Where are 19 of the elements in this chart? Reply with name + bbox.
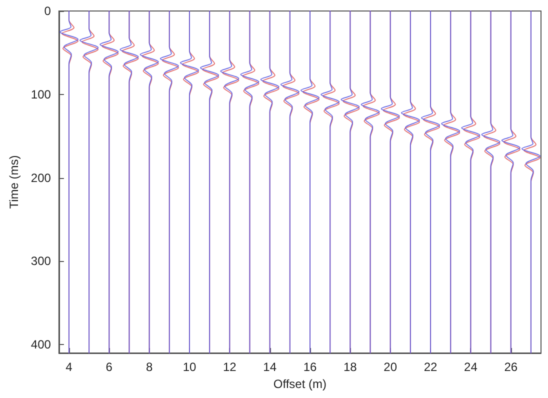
x-tick-label: 24 xyxy=(464,360,478,374)
x-tick-label: 6 xyxy=(106,360,113,374)
x-axis-title: Offset (m) xyxy=(273,376,327,391)
y-tick-label: 300 xyxy=(30,254,52,268)
x-tick-label: 26 xyxy=(504,360,518,374)
x-tick-label: 4 xyxy=(66,360,73,374)
x-tick-label: 12 xyxy=(222,360,237,374)
x-tick-label: 20 xyxy=(384,360,398,374)
y-tick-label: 200 xyxy=(30,170,52,185)
x-tick-label: 16 xyxy=(303,360,317,374)
x-tick-label: 22 xyxy=(424,360,438,374)
x-tick-label: 10 xyxy=(182,360,196,374)
y-tick-label: 400 xyxy=(30,338,52,352)
x-tick-label: 18 xyxy=(344,360,358,374)
y-tick-label: 0 xyxy=(44,4,52,18)
y-axis-title: Time (ms) xyxy=(7,155,21,209)
x-tick-label: 8 xyxy=(146,360,153,374)
x-tick-label: 14 xyxy=(263,360,277,374)
y-tick-label: 100 xyxy=(30,87,52,102)
